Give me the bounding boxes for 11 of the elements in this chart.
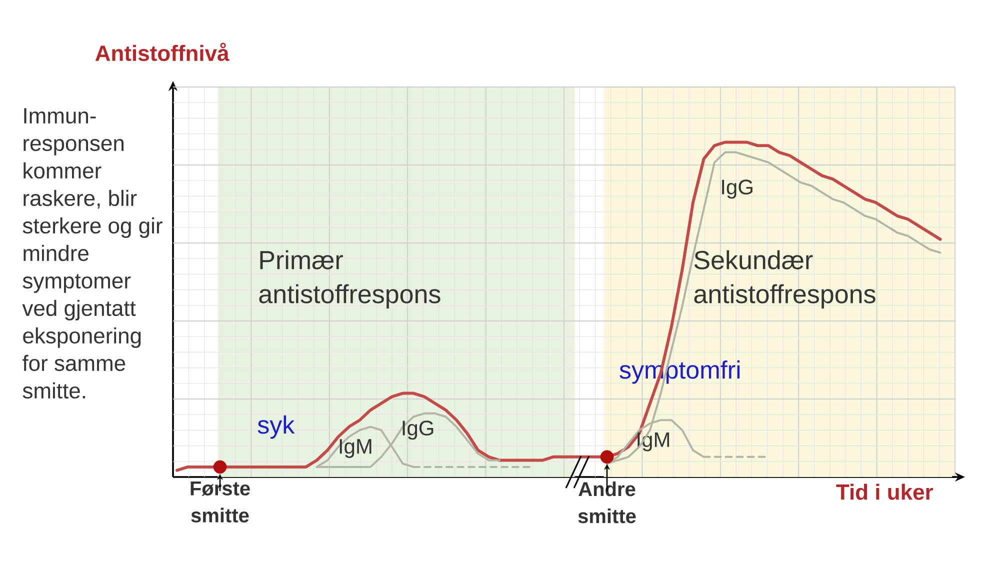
annotation: Sekundær antistoffrespons [694, 250, 876, 308]
y-axis-title: Antistoffnivå [95, 42, 230, 62]
annotation: syk [258, 415, 295, 439]
x-axis-title: Tid i uker [836, 484, 933, 500]
text: Immun-responsen kommer raskere, blir sterkere og gir mindre symptomer ved gjentatt eksponering for samme smitte. [22, 108, 162, 399]
series-label: IgG [402, 420, 434, 440]
x-tick-label: Andre smitte [578, 482, 636, 524]
annotation: Primær antistoffrespons [259, 250, 440, 308]
x-tick-label: Første smitte [190, 482, 250, 522]
series-label: IgM [340, 439, 372, 458]
series-label: IgG [722, 180, 752, 199]
